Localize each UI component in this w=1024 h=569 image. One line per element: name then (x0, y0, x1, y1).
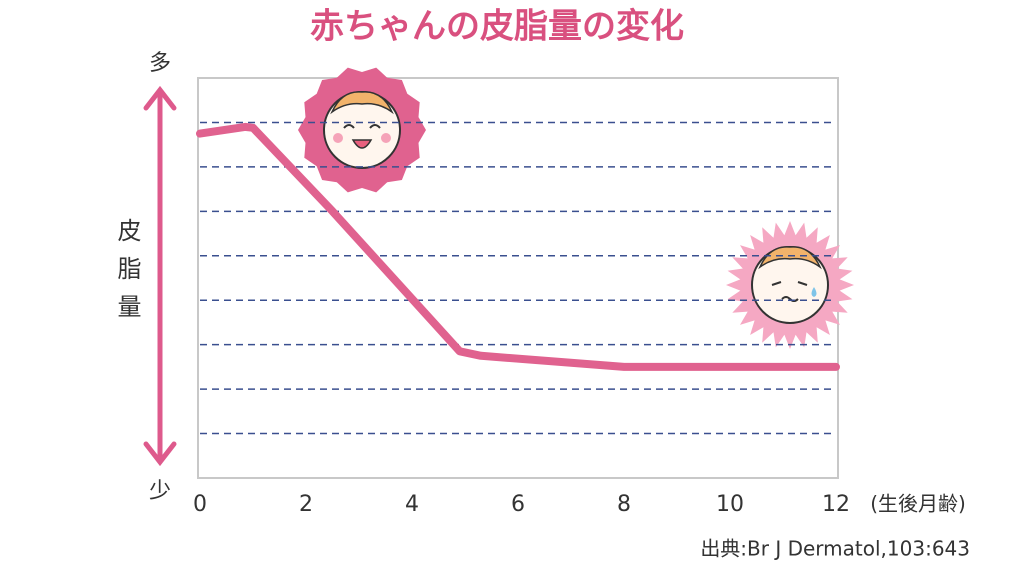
y-arrow (143, 85, 177, 467)
data-line (196, 122, 840, 371)
eyes (343, 124, 381, 129)
x-tick-label: 6 (511, 492, 525, 517)
x-tick-label: 8 (617, 492, 631, 517)
sweat (811, 287, 817, 297)
y-axis-label: 皮脂量 (113, 218, 141, 332)
x-tick-label: 10 (716, 492, 744, 517)
baby-face (298, 67, 426, 193)
x-tick-label: 12 (822, 492, 850, 517)
y-top-label: 多 (149, 51, 171, 76)
hair (330, 91, 394, 115)
eyes (771, 281, 808, 286)
mouth (781, 296, 799, 302)
x-tick-label: 2 (299, 492, 313, 517)
chart-title: 赤ちゃんの皮脂量の変化 (310, 7, 684, 47)
x-axis-label: (生後月齢) (870, 492, 966, 516)
x-tick-label: 0 (193, 492, 207, 517)
source: 出典:Br J Dermatol,103:643 (700, 537, 970, 561)
y-bottom-label: 少 (149, 479, 171, 504)
hair (758, 246, 822, 270)
mouth (351, 139, 373, 149)
cheek (333, 133, 343, 143)
x-tick-label: 4 (405, 492, 419, 517)
cheek (381, 133, 391, 143)
baby-face (726, 221, 854, 349)
